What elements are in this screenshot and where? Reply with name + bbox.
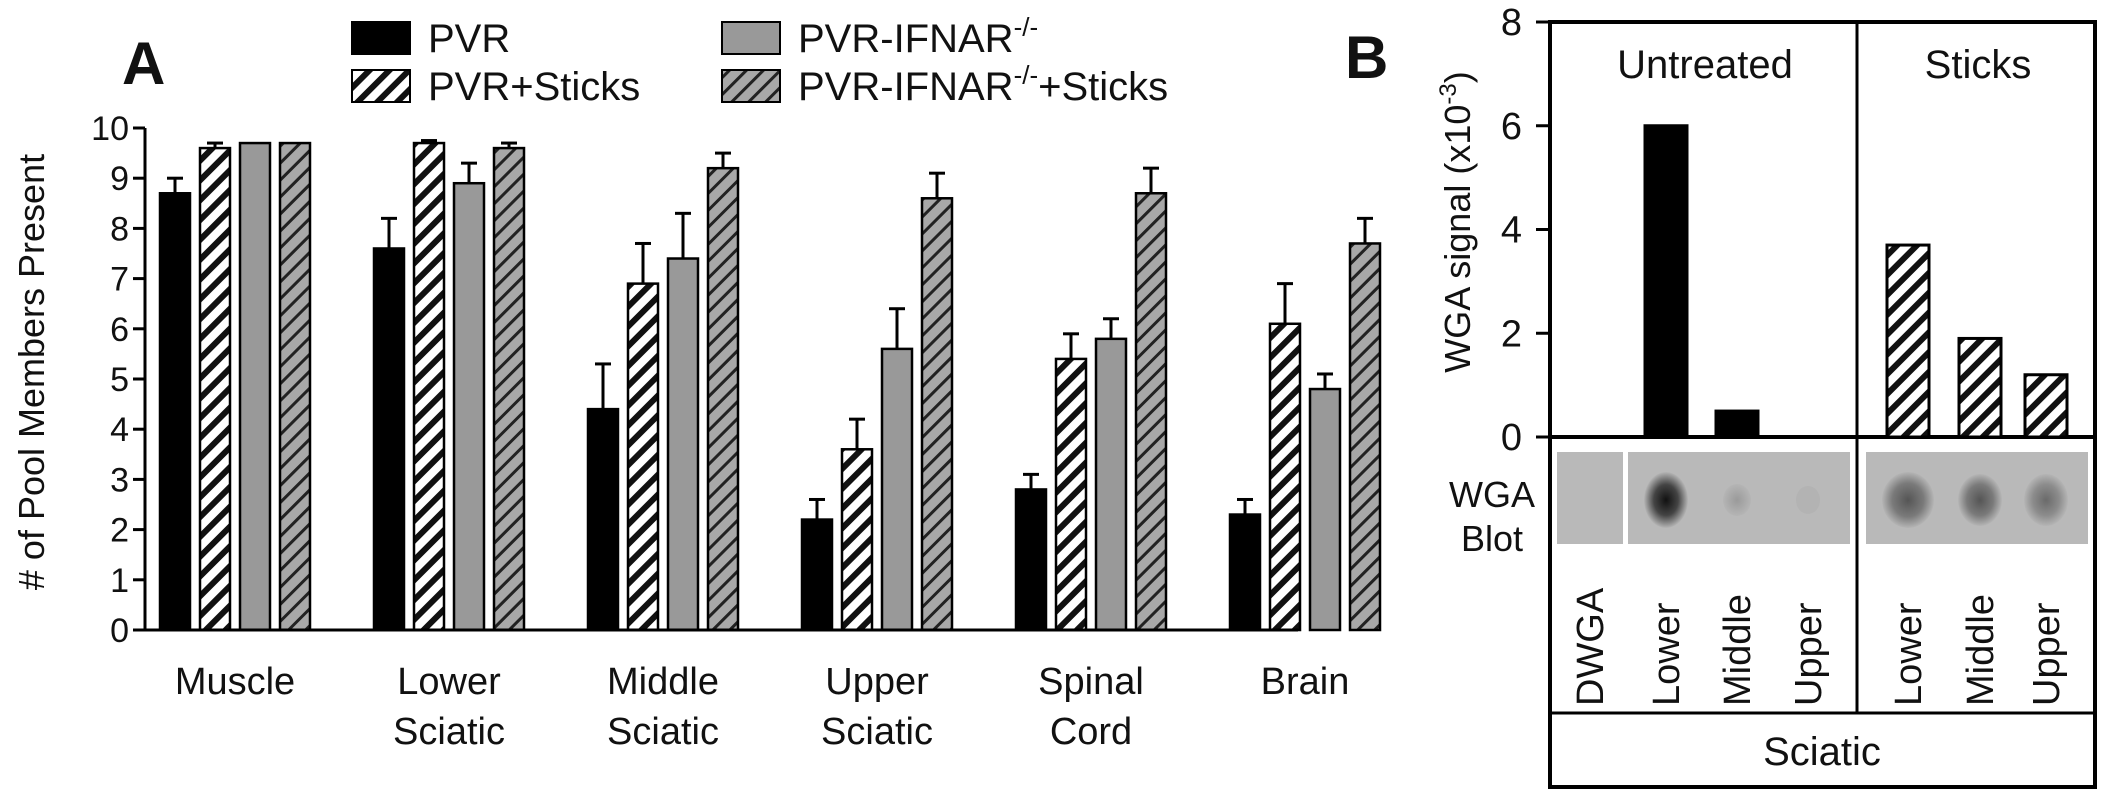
panel-a-ylabel: # of Pool Members Present (11, 154, 52, 590)
panel-b-lane-label: Lower (1888, 602, 1930, 706)
panel-a-bar (452, 181, 486, 632)
panel-b-y-ticks: 0 2 4 6 8 (1501, 2, 1550, 459)
panel-a-bar (198, 146, 232, 632)
panel-b-lane-labels: DWGA Lower Middle Upper Lower Middle Upper (1570, 587, 2068, 706)
blot-dot-sticks-lower (1882, 472, 1934, 528)
panel-a-ytick-label: 7 (110, 261, 129, 299)
panel-b-ytick-label: 2 (1501, 313, 1522, 355)
panel-a-bar (706, 166, 740, 632)
blot-dot-sticks-upper (2024, 474, 2068, 526)
panel-a-ytick-label: 5 (110, 361, 129, 399)
panel-b-frame (1548, 20, 2097, 789)
panel-b-bar (1643, 124, 1689, 439)
panel-a-category-label: Muscle (175, 661, 295, 703)
panel-a-bar (1134, 192, 1168, 632)
panel-a-legend: PVR PVR+Sticks PVR-IFNAR-/- PVR-IFNAR-/-… (351, 12, 1168, 109)
panel-a-category-label: Lower (397, 661, 501, 703)
blot-strip-dwga (1557, 452, 1623, 544)
panel-a-ytick-label: 8 (110, 210, 129, 248)
panel-a-y-ticks: 0 1 2 3 4 5 6 7 8 9 10 (91, 110, 145, 650)
panel-b-lane-label: Lower (1646, 602, 1688, 706)
panel-a-ytick-label: 6 (110, 311, 129, 349)
panel-b-bars (1643, 124, 2069, 439)
panel-a-bar (278, 141, 312, 632)
panel-a-ytick-label: 3 (110, 461, 129, 499)
panel-a-bar (1308, 387, 1342, 632)
panel-a-bar (1054, 357, 1088, 632)
panel-a-ytick-label: 1 (110, 562, 129, 600)
panel-a-bar (1348, 242, 1382, 632)
panel-b-lane-label: Middle (1960, 594, 2002, 706)
blot-label-line1: WGA (1449, 474, 1535, 515)
legend-label-pvr-ifnar-sticks: PVR-IFNAR-/-+Sticks (798, 60, 1168, 109)
panel-a-category-label: Sciatic (821, 711, 933, 753)
blot-label-line2: Blot (1461, 518, 1523, 559)
legend-swatch-pvr-ifnar (721, 21, 781, 55)
panel-b: B Untreated Sticks WGA signal (x10-3) 0 2… (1345, 2, 2097, 789)
legend-swatch-pvr-ifnar-sticks (721, 69, 781, 103)
legend-label-pvr: PVR (428, 17, 510, 61)
panel-a-bar (840, 448, 874, 632)
panel-a: A PVR PVR+Sticks PVR-IFNAR-/- PVR-IFNAR-… (11, 12, 1382, 753)
panel-b-ytick-label: 6 (1501, 106, 1522, 148)
legend-swatch-pvr-sticks (351, 69, 411, 103)
blot-dot-untreated-lower (1644, 472, 1688, 528)
panel-a-bar (1014, 488, 1048, 632)
panel-a-category-label: Spinal (1038, 661, 1144, 703)
panel-a-bar (1268, 322, 1302, 632)
panel-b-lane-label: Upper (2026, 602, 2068, 706)
panel-a-bar (1094, 337, 1128, 632)
panel-a-category-label: Sciatic (607, 711, 719, 753)
panel-a-bar (800, 518, 834, 632)
panel-a-bar (920, 197, 954, 632)
panel-a-category-label: Upper (825, 661, 929, 703)
panel-a-bar (238, 141, 272, 632)
panel-b-ylabel: WGA signal (x10-3) (1435, 71, 1478, 372)
panel-b-lane-label: Upper (1788, 602, 1830, 706)
blot-dot-sticks-middle (1958, 474, 2002, 526)
legend-label-pvr-ifnar: PVR-IFNAR-/- (798, 12, 1038, 61)
panel-a-category-label: Brain (1261, 661, 1350, 703)
panel-b-footer: Sciatic (1763, 730, 1881, 774)
panel-b-bar (2023, 373, 2069, 439)
blot-dot-untreated-upper (1796, 486, 1820, 514)
panel-b-bar (1714, 409, 1760, 439)
panel-a-bar (158, 192, 192, 632)
panel-a-bar (586, 407, 620, 632)
panel-a-bar (372, 247, 406, 632)
panel-a-category-label: Cord (1050, 711, 1132, 753)
panel-a-bar (412, 141, 446, 632)
panel-b-label: B (1345, 24, 1388, 91)
panel-a-ytick-label: 9 (110, 160, 129, 198)
panel-a-ytick-label: 10 (91, 110, 129, 148)
legend-label-pvr-sticks: PVR+Sticks (428, 65, 640, 109)
group-label-untreated: Untreated (1617, 43, 1793, 87)
panel-a-bar (1228, 513, 1262, 632)
panel-b-lane-label: Middle (1717, 594, 1759, 706)
panel-a-ytick-label: 4 (110, 411, 129, 449)
panel-b-bar (1957, 336, 2003, 439)
panel-a-bar (626, 282, 660, 632)
panel-b-lane-label: DWGA (1570, 587, 1612, 706)
panel-a-bar (666, 257, 700, 632)
panel-a-bars (158, 139, 1382, 632)
panel-a-ytick-label: 2 (110, 512, 129, 550)
group-label-sticks: Sticks (1925, 43, 2032, 87)
panel-b-ytick-label: 0 (1501, 417, 1522, 459)
panel-a-bar (880, 347, 914, 632)
panel-a-categories: Muscle Lower Sciatic Middle Sciatic Upper Scia… (175, 661, 1350, 753)
panel-a-bar (492, 146, 526, 632)
legend-swatch-pvr (351, 21, 411, 55)
panel-a-category-label: Middle (607, 661, 719, 703)
panel-b-bar (1885, 243, 1931, 439)
panel-b-ytick-label: 4 (1501, 210, 1522, 252)
blot-dot-untreated-middle (1723, 484, 1751, 516)
panel-a-label: A (122, 30, 165, 97)
panel-a-ytick-label: 0 (110, 612, 129, 650)
panel-a-category-label: Sciatic (393, 711, 505, 753)
panel-b-ytick-label: 8 (1501, 2, 1522, 44)
